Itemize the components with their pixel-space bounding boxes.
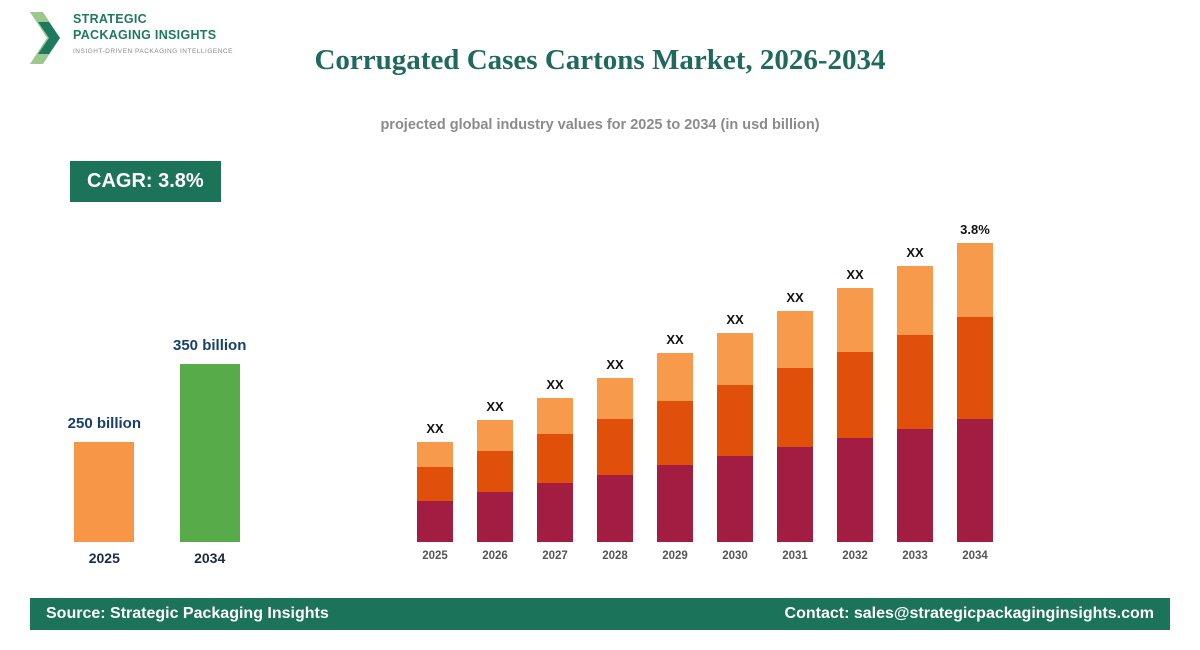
top-segment (777, 311, 813, 368)
stacked-bar-group: 3.8% 2034 (955, 222, 995, 562)
bar-year-label: 2032 (842, 550, 868, 562)
logo-line1: STRATEGIC (73, 12, 147, 26)
cagr-badge: CAGR: 3.8% (70, 161, 221, 202)
top-segment (837, 288, 873, 352)
middle-segment (777, 368, 813, 447)
middle-segment (657, 401, 693, 465)
middle-segment (597, 419, 633, 475)
stacked-bar-group: XX 2030 (715, 312, 755, 562)
bar-value-label: XX (786, 290, 804, 305)
middle-segment (537, 434, 573, 483)
bar-value-label: XX (666, 332, 684, 347)
mini-bar (74, 442, 135, 542)
bar-year-label: 2026 (482, 550, 508, 562)
top-segment (717, 333, 753, 385)
bottom-segment (597, 475, 633, 542)
top-segment (957, 243, 993, 317)
bar-year-label: 2025 (422, 550, 448, 562)
middle-segment (837, 352, 873, 438)
top-segment (417, 442, 453, 467)
bar-stack (777, 311, 813, 542)
bar-stack (597, 378, 633, 542)
bar-stack (417, 442, 453, 542)
logo-text: STRATEGIC PACKAGING INSIGHTS INSIGHT-DRI… (73, 12, 233, 55)
mini-bar (179, 364, 240, 542)
middle-segment (417, 467, 453, 501)
footer-bar: Source: Strategic Packaging Insights Con… (30, 598, 1170, 630)
middle-segment (957, 317, 993, 419)
bar-stack (957, 243, 993, 542)
middle-segment (477, 451, 513, 492)
mini-bar-group: 350 billion 2034 (173, 337, 246, 566)
bottom-segment (957, 419, 993, 542)
mini-chart: 250 billion 2025 350 billion 2034 (62, 300, 252, 566)
bar-year-label: 2034 (962, 550, 988, 562)
bar-value-label: 3.8% (960, 222, 990, 237)
bar-value-label: XX (606, 357, 624, 372)
bottom-segment (417, 501, 453, 542)
top-segment (477, 420, 513, 451)
top-segment (657, 353, 693, 401)
bar-year-label: 2028 (602, 550, 628, 562)
footer-source: Source: Strategic Packaging Insights (46, 605, 329, 622)
bar-stack (717, 333, 753, 542)
middle-segment (717, 385, 753, 456)
bar-value-label: XX (546, 377, 564, 392)
bar-year-label: 2027 (542, 550, 568, 562)
stacked-bar-group: XX 2031 (775, 290, 815, 562)
logo-tagline: INSIGHT-DRIVEN PACKAGING INTELLIGENCE (73, 48, 233, 56)
bar-value-label: XX (906, 245, 924, 260)
bottom-segment (477, 492, 513, 542)
bar-value-label: XX (726, 312, 744, 327)
stacked-bar-group: XX 2028 (595, 357, 635, 562)
bottom-segment (537, 483, 573, 542)
middle-segment (897, 335, 933, 429)
bottom-segment (717, 456, 753, 542)
mini-bar-year-label: 2025 (88, 550, 120, 566)
stacked-bar-group: XX 2027 (535, 377, 575, 562)
mini-bar-value-label: 250 billion (67, 415, 141, 432)
page-title: Corrugated Cases Cartons Market, 2026-20… (314, 44, 886, 76)
bar-value-label: XX (426, 421, 444, 436)
bar-year-label: 2029 (662, 550, 688, 562)
mini-bar-value-label: 350 billion (173, 337, 247, 354)
top-segment (537, 398, 573, 434)
stacked-bar-group: XX 2025 (415, 421, 455, 562)
stacked-bar-group: XX 2032 (835, 267, 875, 562)
stacked-bar-group: XX 2029 (655, 332, 695, 562)
bar-year-label: 2030 (722, 550, 748, 562)
bar-stack (477, 420, 513, 542)
bar-stack (657, 353, 693, 542)
mini-bar-year-label: 2034 (194, 550, 226, 566)
bottom-segment (657, 465, 693, 542)
logo: STRATEGIC PACKAGING INSIGHTS INSIGHT-DRI… (30, 12, 233, 69)
top-segment (597, 378, 633, 419)
bottom-segment (777, 447, 813, 542)
bar-value-label: XX (486, 399, 504, 414)
footer-contact: Contact: sales@strategicpackaginginsight… (784, 605, 1154, 622)
stacked-bar-group: XX 2033 (895, 245, 935, 562)
bar-value-label: XX (846, 267, 864, 282)
bar-stack (837, 288, 873, 542)
bottom-segment (837, 438, 873, 542)
bar-stack (897, 266, 933, 542)
bar-year-label: 2031 (782, 550, 808, 562)
bottom-segment (897, 429, 933, 542)
stacked-bar-group: XX 2026 (475, 399, 515, 562)
logo-chevron-icon (30, 12, 64, 69)
logo-line2: PACKAGING INSIGHTS (73, 27, 217, 42)
top-segment (897, 266, 933, 335)
main-chart: XX 2025 XX 2026 XX 2027 XX 2028 XX 2029 XX 2030 XX 20… (415, 180, 995, 562)
bar-year-label: 2033 (902, 550, 928, 562)
mini-bar-group: 250 billion 2025 (68, 415, 141, 566)
bar-stack (537, 398, 573, 542)
page-subtitle: projected global industry values for 202… (380, 117, 820, 133)
